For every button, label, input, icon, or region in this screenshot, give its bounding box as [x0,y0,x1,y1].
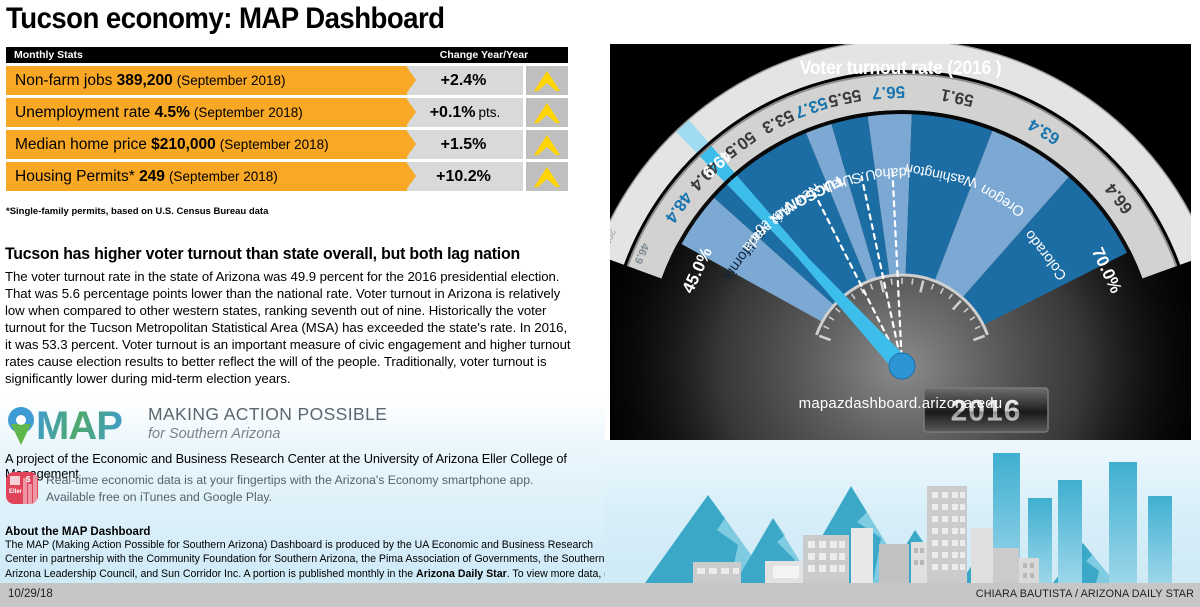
map-wordmark: MAP [36,403,123,448]
skyline-svg [645,453,1172,583]
svg-text:56.7: 56.7 [872,82,906,103]
gauge-url: mapazdashboard.arizona.edu [798,395,1003,412]
left-column: Tucson economy: MAP Dashboard Monthly St… [0,2,616,607]
stat-period: (September 2018) [219,137,329,152]
table-row: Non-farm jobs 389,200 (September 2018) +2… [6,66,568,95]
story-body: The voter turnout rate in the state of A… [5,269,571,387]
table-header-row: Monthly Stats Change Year/Year [6,47,568,63]
stat-change: +0.1% pts. [407,98,523,127]
publish-date: 10/29/18 [8,588,53,600]
stat-name: Non-farm jobs [15,71,113,89]
table-row: Unemployment rate 4.5% (September 2018) +… [6,98,568,127]
photo-credit: CHIARA BAUTISTA / ARIZONA DAILY STAR [975,588,1194,600]
column-header-monthly-stats: Monthly Stats [14,49,83,61]
app-promo-row: $ Eller Real-time economic data is at yo… [6,472,533,506]
stat-period: (September 2018) [193,105,303,120]
right-column: Voter turnout rate (2016 ) California 48.… [605,0,1200,607]
column-header-change: Change Year/Year [439,49,529,61]
change-suffix: pts. [478,105,501,120]
gauge-title: Voter turnout rate (2016 ) [799,58,1002,79]
arizona-economy-app-icon: $ Eller [6,472,38,504]
date-bar [0,583,605,607]
stat-name: Unemployment rate [15,103,151,121]
map-pin-icon [8,407,34,445]
table-row: Median home price $210,000 (September 201… [6,130,568,159]
change-value: +1.5% [440,135,487,153]
app-line-2: Available free on iTunes and Google Play… [46,490,273,505]
project-line: A project of the Economic and Business R… [5,451,567,481]
stat-label: Non-farm jobs 389,200 (September 2018) [6,66,416,95]
change-value: +0.1% [429,103,476,121]
app-line-1: Real-time economic data is at your finge… [46,473,534,487]
change-value: +2.4% [440,71,487,89]
up-arrow-icon [526,130,568,159]
stat-value: 389,200 [116,71,173,89]
stat-change: +1.5% [407,130,523,159]
stat-period: (September 2018) [176,73,286,88]
app-icon-label: Eller [9,489,23,495]
voter-turnout-gauge-panel: Voter turnout rate (2016 ) California 48.… [610,44,1191,440]
stat-label: Unemployment rate 4.5% (September 2018) [6,98,416,127]
about-part-1: The MAP (Making Action Possible for Sout… [5,539,605,580]
logo-zone: MAP MAKING ACTION POSSIBLE for Southern … [0,398,616,594]
up-arrow-icon [526,98,568,127]
svg-text:2012: 2012 [610,227,617,251]
stat-change: +2.4% [407,66,523,95]
stat-value: $210,000 [151,135,216,153]
change-value: +10.2% [436,167,491,185]
story-headline: Tucson has higher voter turnout than sta… [5,245,520,263]
stat-value: 4.5% [154,103,190,121]
stat-value: 249 [139,167,165,185]
page-title: Tucson economy: MAP Dashboard [6,2,445,35]
stat-label: Housing Permits* 249 (September 2018) [6,162,416,191]
credit-bar [605,583,1200,607]
up-arrow-icon [526,162,568,191]
about-bold: Arizona Daily Star [416,567,507,580]
stat-name: Housing Permits* [15,167,135,185]
map-tagline: MAKING ACTION POSSIBLE for Southern Ariz… [148,404,387,442]
stat-change: +10.2% [407,162,523,191]
table-footnote: *Single-family permits, based on U.S. Ce… [6,206,269,217]
up-arrow-icon [526,66,568,95]
table-row: Housing Permits* 249 (September 2018) +10… [6,162,568,191]
monthly-stats-table: Monthly Stats Change Year/Year Non-farm … [6,47,568,191]
stat-label: Median home price $210,000 (September 201… [6,130,416,159]
app-promo-text: Real-time economic data is at your finge… [46,472,533,506]
map-logo: MAP [8,403,123,449]
stat-name: Median home price [15,135,147,153]
skyline-illustration [605,440,1200,583]
tagline-line-1: MAKING ACTION POSSIBLE [148,404,388,424]
stat-period: (September 2018) [168,169,278,184]
svg-text:2016: 2016 [951,395,1022,428]
about-heading: About the MAP Dashboard [5,526,151,538]
tagline-line-2: for Southern Arizona [148,426,281,442]
